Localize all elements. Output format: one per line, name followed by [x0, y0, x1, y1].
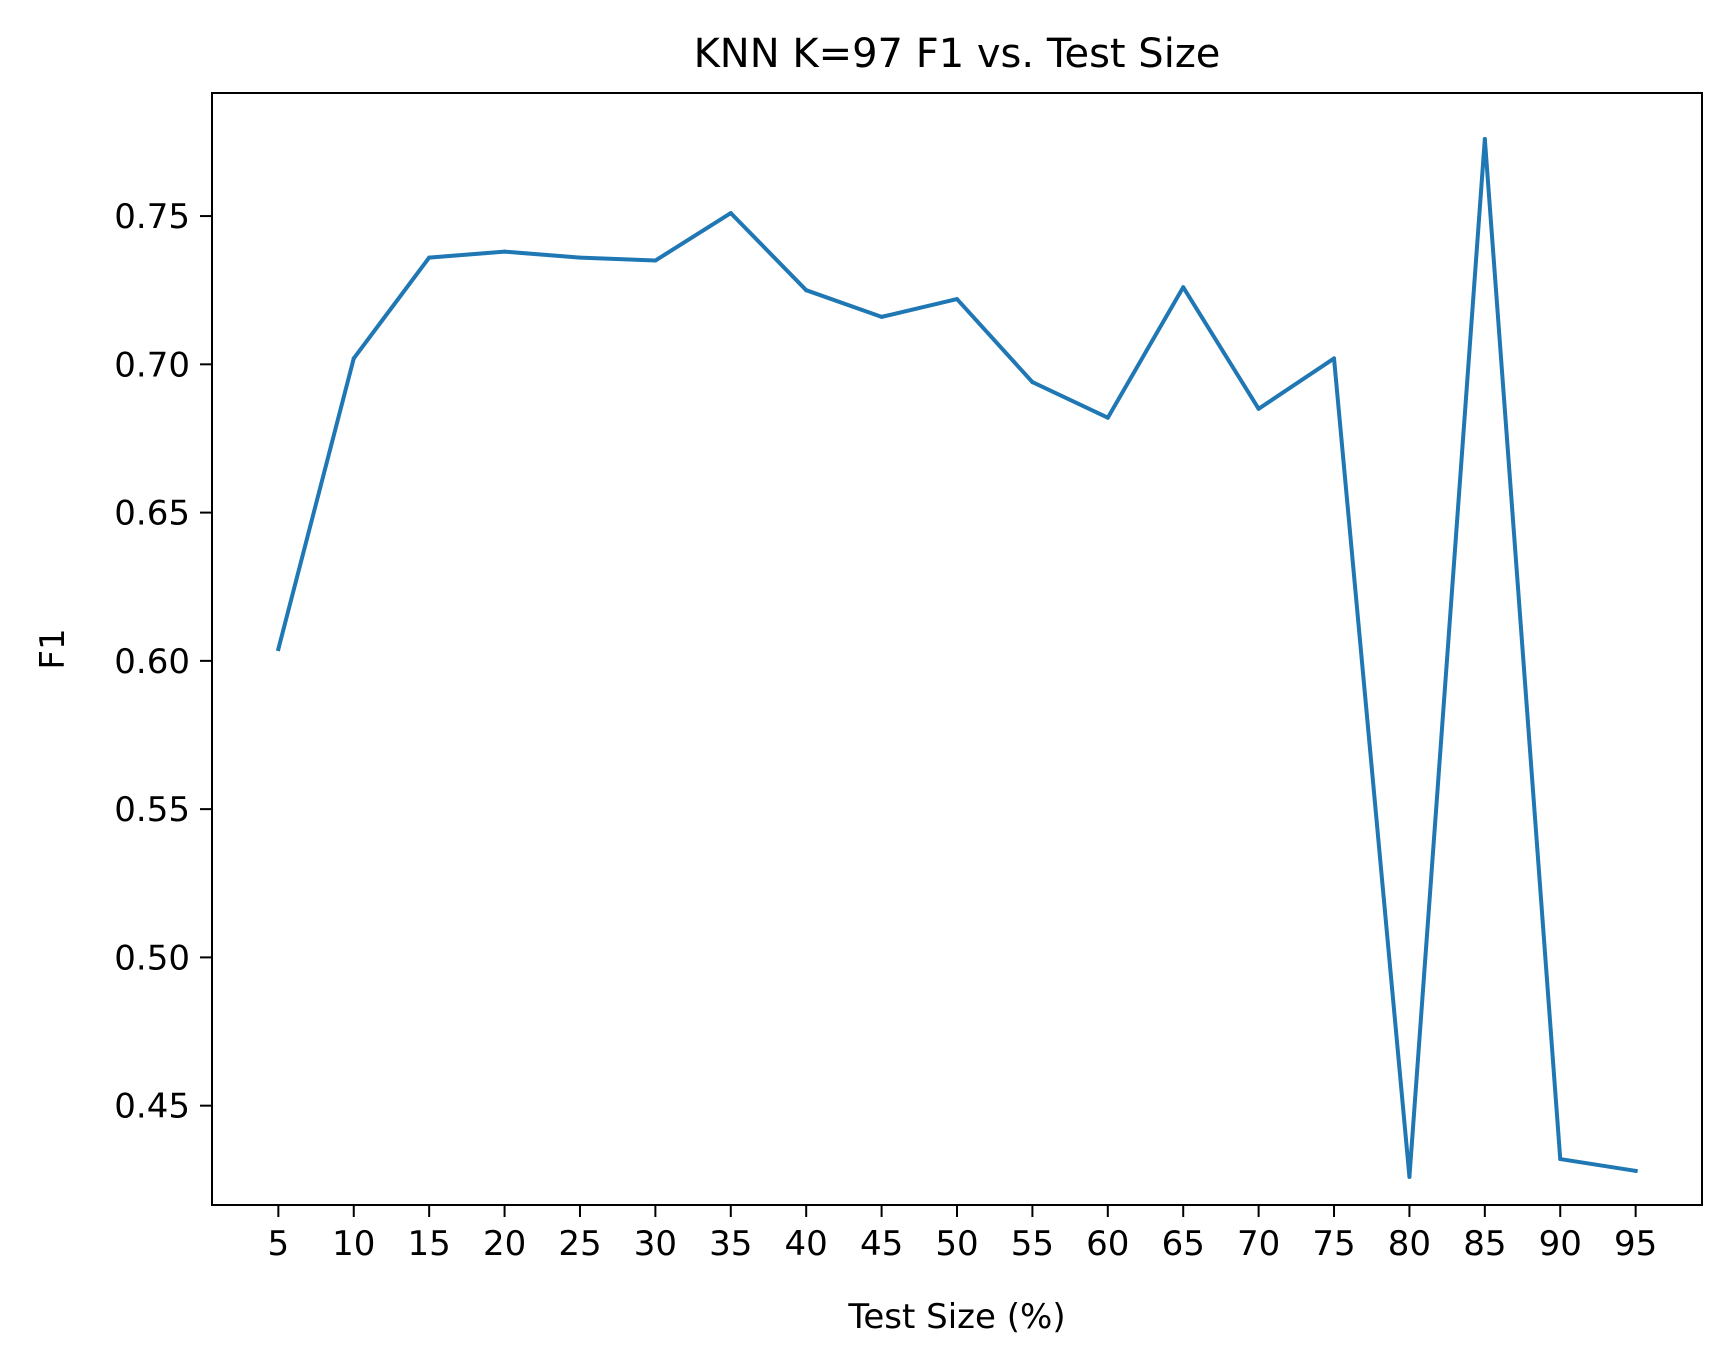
data-point [1407, 1174, 1412, 1179]
x-tick-label: 90 [1539, 1224, 1582, 1264]
x-tick-label: 60 [1086, 1224, 1129, 1264]
x-axis-label: Test Size (%) [847, 1297, 1065, 1337]
chart-title: KNN K=97 F1 vs. Test Size [694, 31, 1221, 77]
x-tick-label: 30 [634, 1224, 677, 1264]
data-point [1030, 380, 1035, 385]
y-tick-label: 0.65 [114, 494, 190, 534]
x-tick-label: 75 [1312, 1224, 1355, 1264]
y-tick-label: 0.70 [114, 345, 190, 385]
series-layer [275, 136, 1638, 1179]
data-point [653, 258, 658, 263]
x-tick-label: 40 [785, 1224, 828, 1264]
data-point [276, 647, 281, 651]
data-point [1558, 1157, 1563, 1162]
x-tick-label: 85 [1463, 1224, 1506, 1264]
data-point [351, 356, 356, 361]
data-point [879, 314, 884, 319]
x-axis-ticks: 5 10 15 20 25 30 35 40 45 50 55 60 65 70 75 80 85 90 95 [268, 1205, 1657, 1264]
x-tick-label: 5 [268, 1224, 290, 1264]
data-point [577, 255, 582, 260]
x-tick-label: 80 [1388, 1224, 1431, 1264]
y-tick-label: 0.45 [114, 1087, 190, 1127]
x-tick-label: 20 [483, 1224, 526, 1264]
data-point [427, 255, 432, 260]
y-tick-label: 0.55 [114, 790, 190, 830]
x-tick-label: 50 [935, 1224, 978, 1264]
x-tick-label: 95 [1614, 1224, 1657, 1264]
data-point [728, 211, 733, 216]
x-tick-label: 15 [408, 1224, 451, 1264]
y-tick-label: 0.50 [114, 938, 190, 978]
data-point [1181, 285, 1186, 290]
y-axis-ticks: 0.45 0.50 0.55 0.60 0.65 0.70 0.75 [114, 197, 212, 1127]
y-tick-label: 0.75 [114, 197, 190, 237]
data-point [1332, 356, 1337, 361]
data-point [804, 288, 809, 293]
x-tick-label: 35 [709, 1224, 752, 1264]
x-tick-label: 55 [1011, 1224, 1054, 1264]
data-point [1256, 406, 1261, 411]
x-tick-label: 45 [860, 1224, 903, 1264]
data-point [1482, 136, 1487, 141]
x-tick-label: 25 [558, 1224, 601, 1264]
x-tick-label: 65 [1162, 1224, 1205, 1264]
data-point [502, 249, 507, 254]
x-tick-label: 70 [1237, 1224, 1280, 1264]
x-tick-label: 10 [332, 1224, 375, 1264]
plot-area [212, 93, 1702, 1205]
data-point [955, 297, 959, 302]
data-point [1633, 1168, 1638, 1173]
data-point [1105, 415, 1110, 420]
y-tick-label: 0.60 [114, 642, 190, 682]
y-axis-label: F1 [33, 628, 73, 669]
